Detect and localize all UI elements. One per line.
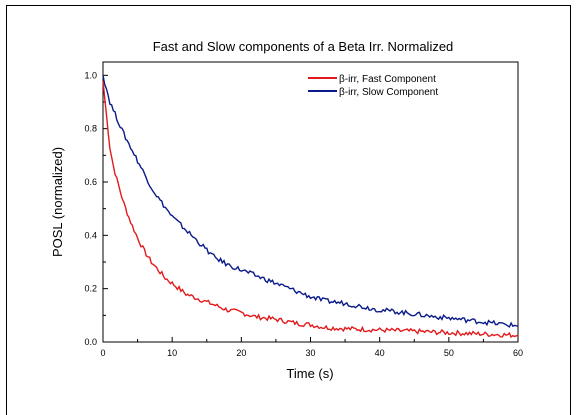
x-tick-label: 30	[305, 348, 315, 358]
y-axis: 0.0 0.2 0.4 0.6 0.8 1.0	[84, 70, 108, 347]
series-layer	[102, 75, 519, 339]
figure-frame	[6, 5, 571, 415]
x-tick-label: 0	[100, 348, 105, 358]
legend: β-irr, Fast Component β-irr, Slow Compon…	[308, 74, 438, 98]
y-tick-label: 0.0	[84, 337, 97, 347]
legend-label-fast: β-irr, Fast Component	[339, 74, 436, 85]
series-slow-component	[102, 75, 519, 328]
x-tick-label: 40	[375, 348, 385, 358]
y-axis-label: POSL (normalized)	[50, 147, 65, 257]
y-tick-label: 1.0	[84, 70, 97, 80]
x-axis: 0 10 20 30 40 50 60	[100, 337, 523, 358]
y-tick-label: 0.2	[84, 284, 97, 294]
legend-label-slow: β-irr, Slow Component	[339, 87, 438, 98]
x-tick-label: 10	[167, 348, 177, 358]
y-tick-label: 0.4	[84, 230, 97, 240]
x-axis-label: Time (s)	[286, 366, 333, 381]
y-tick-label: 0.6	[84, 177, 97, 187]
plot-area	[102, 61, 519, 343]
chart-title: Fast and Slow components of a Beta Irr. …	[153, 39, 454, 54]
x-tick-label: 20	[236, 348, 246, 358]
x-tick-label: 60	[513, 348, 523, 358]
y-tick-label: 0.8	[84, 124, 97, 134]
series-fast-component	[102, 80, 519, 339]
x-tick-label: 50	[444, 348, 454, 358]
